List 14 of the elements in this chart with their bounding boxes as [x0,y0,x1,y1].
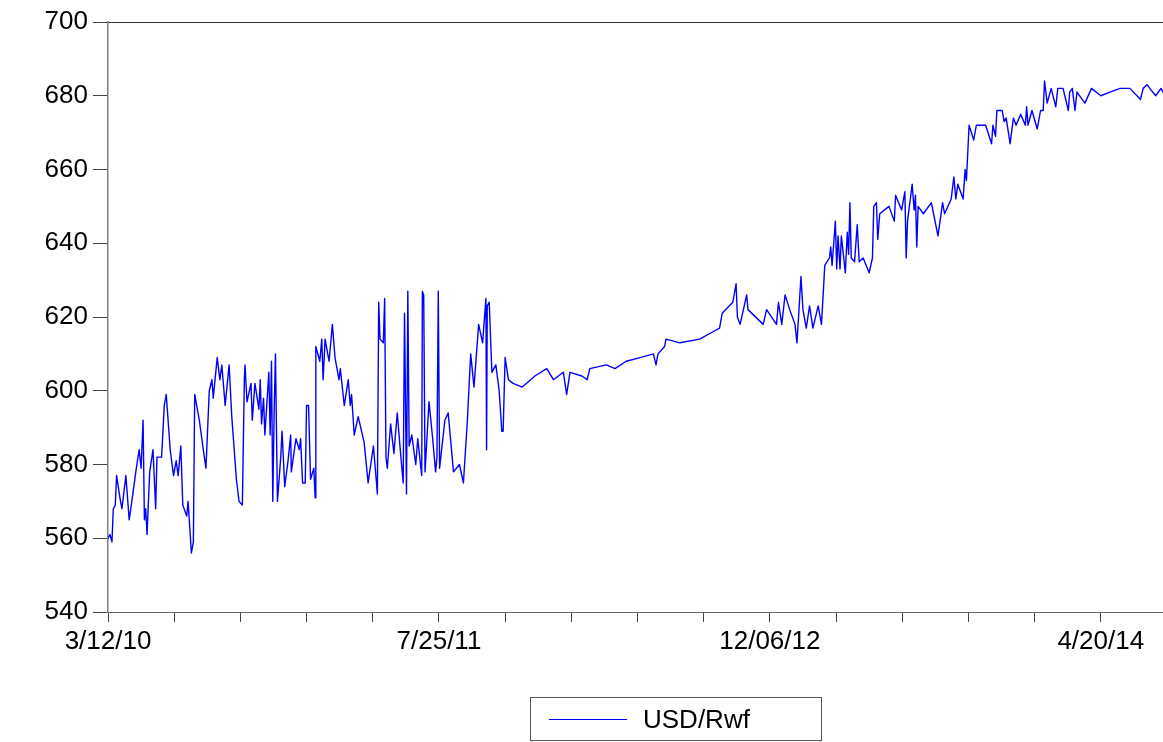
y-tick-label: 600 [44,373,88,404]
y-tick-label: 700 [44,5,88,36]
y-tick-label: 640 [44,226,88,257]
x-tick-label: 7/25/11 [396,624,482,655]
y-tick-label: 560 [44,521,88,552]
x-tick-label: 3/12/10 [64,624,152,655]
y-tick-label: 540 [44,595,88,626]
legend-label: USD/Rwf [643,703,751,735]
y-tick-label: 680 [44,78,88,109]
y-tick-label: 660 [44,152,88,183]
y-tick-label: 620 [44,300,88,331]
x-tick-label: 4/20/14 [1057,624,1145,655]
y-tick-label: 580 [44,447,88,478]
x-tick-label: 12/06/12 [719,624,821,655]
